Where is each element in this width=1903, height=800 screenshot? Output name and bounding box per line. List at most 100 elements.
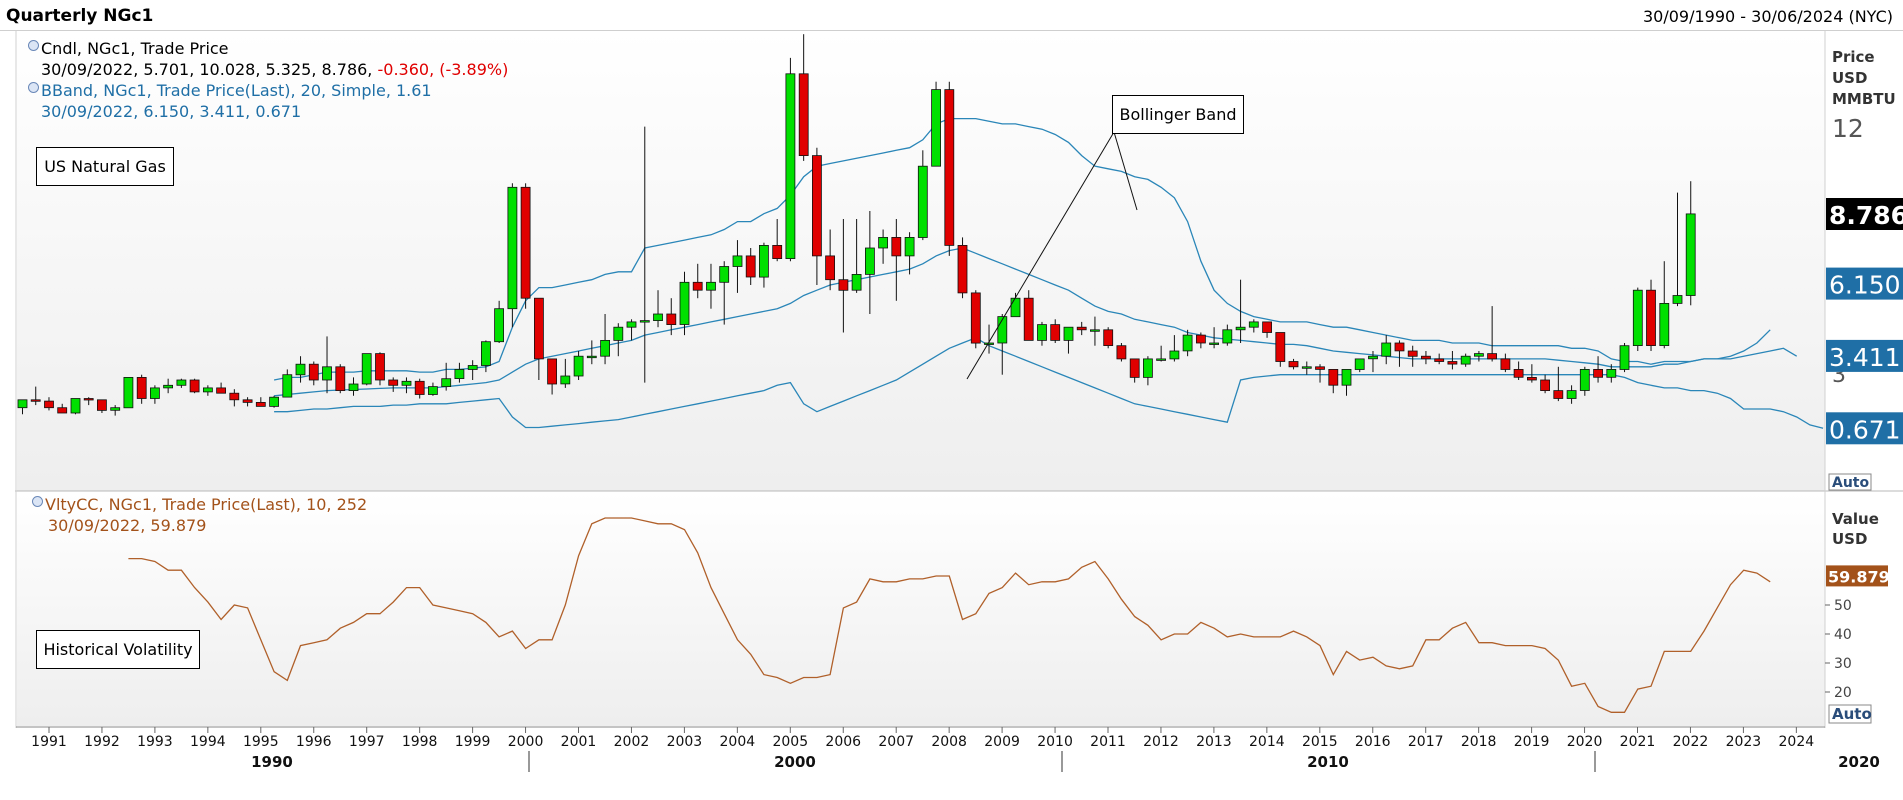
candle-body <box>1593 368 1603 378</box>
candle <box>30 386 41 406</box>
candle <box>322 336 332 394</box>
auto-button-label[interactable]: Auto <box>1832 475 1869 491</box>
candle <box>692 263 703 299</box>
series-toggle-icon[interactable] <box>28 82 39 93</box>
candle-legend-title: Cndl, NGc1, Trade Price <box>41 39 229 58</box>
candle <box>1248 319 1259 333</box>
candle <box>1209 327 1219 349</box>
candle <box>1394 340 1405 367</box>
vol-auto-button[interactable]: Auto <box>1828 704 1872 724</box>
candle <box>825 229 835 291</box>
candle-body <box>1103 329 1114 346</box>
candle <box>123 376 134 409</box>
candle-body <box>1235 326 1246 331</box>
candle <box>706 263 716 309</box>
price-axis-header: USD <box>1832 69 1867 87</box>
auto-button-bg[interactable] <box>1828 473 1872 491</box>
candle <box>600 314 610 365</box>
candle <box>1143 356 1153 386</box>
year-label: 1999 <box>455 734 491 750</box>
bband-legend-row1[interactable]: BBand, NGc1, Trade Price(Last), 20, Simp… <box>28 80 508 101</box>
candle-body <box>1672 295 1683 304</box>
candle <box>666 298 677 336</box>
candle-body <box>57 407 68 414</box>
candle-body <box>706 281 716 291</box>
vol-legend-row1[interactable]: VltyCC, NGc1, Trade Price(Last), 10, 252 <box>32 494 367 515</box>
price-tag-text: 8.786 <box>1829 201 1903 230</box>
vol-axis-header: Value <box>1832 510 1879 528</box>
candle <box>1407 345 1418 367</box>
candle <box>732 240 743 293</box>
x-axis: 1991 1992 1993 1994 1995 1996 1997 1998 1999 2000… <box>31 727 1880 772</box>
price-axis-tick: 12 <box>1832 114 1864 143</box>
price-auto-button[interactable]: Auto <box>1828 473 1872 491</box>
candle-body <box>1328 368 1339 386</box>
candle-legend-change: -0.360, (-3.89%) <box>377 60 509 79</box>
series-toggle-icon[interactable] <box>28 40 39 51</box>
candle-body <box>878 236 888 249</box>
candle <box>1037 321 1047 346</box>
price-tag: 6.150 <box>1826 267 1903 300</box>
candle <box>1527 364 1537 383</box>
candle <box>891 219 902 301</box>
candle-body <box>745 255 756 278</box>
auto-button-label[interactable]: Auto <box>1832 705 1872 723</box>
candle-body <box>626 321 637 328</box>
candle-body <box>997 316 1008 344</box>
candle-body <box>1169 350 1180 360</box>
candle-body <box>1037 324 1047 341</box>
candle-body <box>229 392 240 401</box>
candle <box>308 361 319 386</box>
candle <box>441 362 452 391</box>
candle <box>1487 306 1497 362</box>
year-label: 1992 <box>84 734 120 750</box>
candle <box>1169 335 1180 362</box>
candle <box>202 385 213 396</box>
candle <box>44 397 54 411</box>
candle-body <box>282 374 293 398</box>
candle <box>719 261 730 325</box>
candle <box>1063 326 1074 354</box>
candle-body <box>1222 329 1233 344</box>
vol-axis-tick: 20 <box>1834 685 1852 701</box>
price-tag: 3.411 <box>1826 339 1903 372</box>
candle <box>573 351 584 380</box>
price-tag-bg <box>1826 267 1903 300</box>
year-label: 2011 <box>1090 734 1126 750</box>
candle-body <box>348 383 359 391</box>
candle-legend-values: 30/09/2022, 5.701, 10.028, 5.325, 8.786, <box>41 60 373 79</box>
candle-body <box>427 386 438 395</box>
candle <box>1566 385 1577 404</box>
candles-group <box>17 34 1696 416</box>
candle <box>163 378 174 394</box>
year-label: 1991 <box>31 734 67 750</box>
candle-body <box>123 376 134 409</box>
price-tag-bg <box>1826 339 1903 372</box>
candle-body <box>639 320 650 323</box>
candle-body <box>322 366 332 381</box>
candle-legend-row1[interactable]: Cndl, NGc1, Trade Price <box>28 38 508 59</box>
year-label: 2024 <box>1779 734 1815 750</box>
auto-button-bg[interactable] <box>1828 704 1872 724</box>
decade-label: 1990 <box>251 753 293 771</box>
candle <box>851 219 862 293</box>
candle-body <box>308 363 319 381</box>
year-label: 1996 <box>296 734 332 750</box>
annotation-leader-line <box>1113 131 1138 211</box>
price-tag-text: 3.411 <box>1829 343 1901 372</box>
candle <box>1434 353 1445 365</box>
y-axes: PriceUSDMMBTU1238.7866.1503.4110.671Auto… <box>1825 48 1903 724</box>
candle <box>1685 181 1696 306</box>
year-label: 2018 <box>1461 734 1497 750</box>
candle <box>944 81 955 256</box>
candle-body <box>1116 345 1127 360</box>
series-toggle-icon[interactable] <box>32 496 43 507</box>
candle <box>1275 332 1286 367</box>
date-range[interactable]: 30/09/1990 - 30/06/2024 (NYC) <box>1643 7 1893 26</box>
candle-body <box>904 236 915 257</box>
candle <box>507 183 518 328</box>
price-axis-header: MMBTU <box>1832 90 1896 108</box>
us-natural-gas-label: US Natural Gas <box>36 147 174 186</box>
